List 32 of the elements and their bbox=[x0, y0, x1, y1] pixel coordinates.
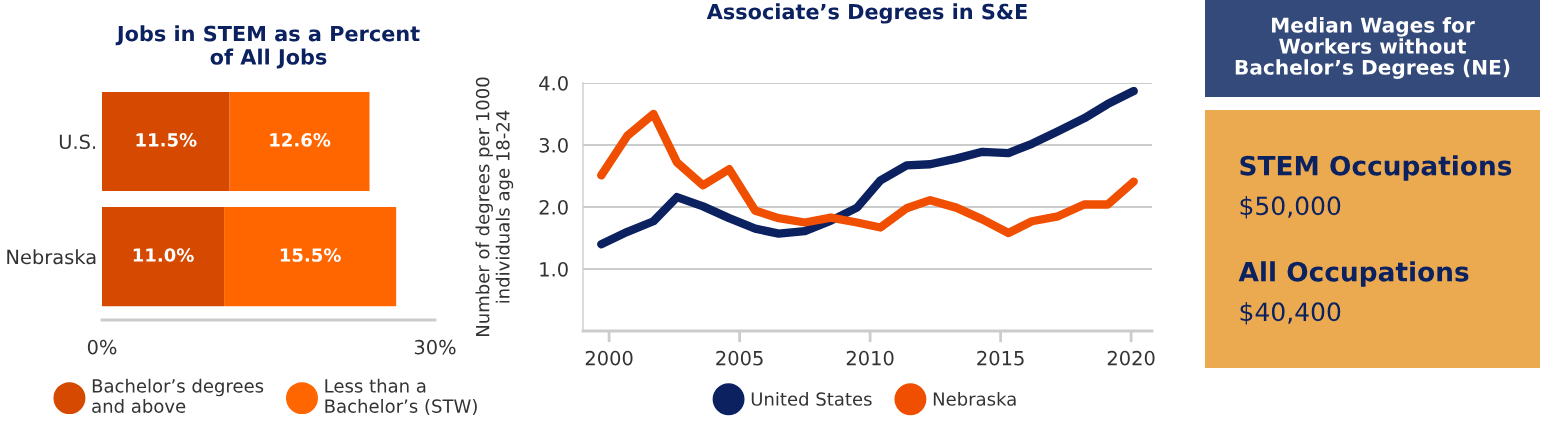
data-label: 15.5% bbox=[280, 248, 341, 262]
x-tick-label: 2020 bbox=[1107, 350, 1155, 366]
y-tick-label: 3.0 bbox=[539, 137, 568, 153]
legend-label: United States bbox=[751, 391, 872, 406]
bar bbox=[102, 207, 225, 307]
text: $40,400 bbox=[1240, 301, 1341, 325]
y-tick-label: U.S. bbox=[59, 134, 96, 150]
data-label: 11.5% bbox=[136, 133, 197, 147]
x-tick-label: 30% bbox=[414, 339, 456, 355]
chart-title: Jobs in STEM as a Percent of All Jobs bbox=[115, 25, 420, 69]
y-tick-label: 1.0 bbox=[540, 261, 568, 277]
y-tick-label: 2.0 bbox=[539, 199, 568, 215]
x-tick-label: 2010 bbox=[846, 350, 894, 366]
x-tick-label: 2015 bbox=[977, 350, 1024, 366]
text: Median Wages for Workers without Bachelor’s Degrees (NE) bbox=[1235, 17, 1510, 79]
legend-label: Nebraska bbox=[933, 391, 1016, 406]
y-tick-label: 4.0 bbox=[539, 75, 568, 91]
x-tick-label: 2000 bbox=[585, 350, 633, 366]
legend-label: Bachelor’s degrees and above bbox=[92, 378, 264, 413]
data-label: 12.6% bbox=[270, 133, 331, 147]
legend-label: Less than a Bachelor’s (STW) bbox=[325, 378, 477, 416]
text: $50,000 bbox=[1240, 195, 1341, 219]
bar bbox=[102, 91, 230, 191]
bar bbox=[224, 207, 397, 307]
y-axis-title: Number of degrees per 1000 individuals age 18-24 bbox=[475, 77, 514, 336]
chart-title: Associate’s Degrees in S&E bbox=[706, 3, 1027, 24]
x-tick-label: 2005 bbox=[716, 350, 763, 366]
data-label: 11.0% bbox=[133, 248, 194, 262]
text: STEM Occupations bbox=[1240, 155, 1512, 181]
text: All Occupations bbox=[1238, 261, 1469, 287]
x-tick-label: 0% bbox=[87, 339, 117, 355]
bar bbox=[229, 91, 370, 191]
